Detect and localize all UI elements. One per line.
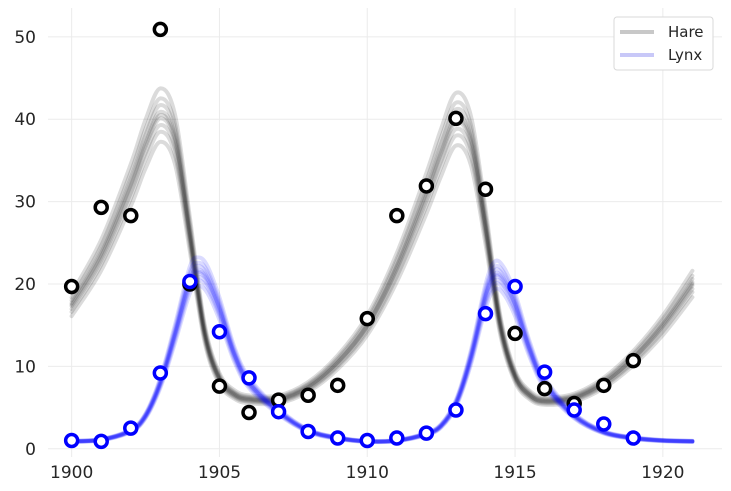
x-tick-label-1905: 1905 [198,463,241,483]
hare-point [507,325,523,342]
lynx-point [596,416,612,432]
hare-point [477,181,494,197]
lynx-point [448,402,464,418]
y-axis-ticks: 0 10 20 30 40 50 [14,28,36,460]
hare-point [448,110,464,127]
observed-points [63,21,642,450]
hare-fit-line [69,129,695,406]
hare-point [300,387,316,403]
lynx-point [182,273,198,290]
lynx-point [536,364,553,380]
lynx-point [359,432,376,449]
hare-fit-line [69,139,695,407]
lynx-point [270,403,287,420]
lynx-point [93,433,109,450]
hare-point [389,207,405,224]
hare-fit-line [69,109,695,403]
lynx-point [507,278,523,295]
x-axis-ticks: 1900 1905 1910 1915 1920 [50,463,684,483]
y-tick-label-0: 0 [25,440,36,460]
hare-point [625,352,642,369]
lynx-point [152,365,169,381]
lynx-point [211,324,228,340]
hare-point [93,199,109,216]
hare-point [241,404,257,421]
hare-point [536,380,553,397]
lynx-point [123,420,139,436]
x-tick-label-1915: 1915 [493,463,536,483]
x-tick-label-1910: 1910 [346,463,389,483]
hare-fit-line [69,86,695,400]
hare-fit-line [69,96,695,401]
hare-point [123,207,139,224]
x-tick-label-1900: 1900 [50,463,93,483]
lynx-point [389,430,405,446]
lynx-point [566,402,582,418]
grid [48,8,722,457]
lynx-point [625,430,642,446]
lynx-point [418,425,435,441]
hare-point [329,377,346,394]
legend-label-lynx: Lynx [668,46,702,64]
lynx-point [329,430,346,446]
lynx-point [241,370,257,386]
lynx-fit-line [69,271,695,444]
lynx-point [477,305,494,322]
y-tick-label-40: 40 [14,110,36,130]
hare-point [63,278,80,295]
legend: Hare Lynx [613,16,714,71]
y-tick-label-10: 10 [14,357,36,377]
lynx-point [63,432,80,449]
hare-point [418,178,435,194]
hare-fit-line [69,103,695,402]
hare-fit-line [69,116,695,404]
hare-point [211,378,228,394]
legend-label-hare: Hare [668,23,704,41]
hare-point [359,310,376,327]
lynx-point [300,423,316,440]
x-tick-label-1920: 1920 [641,463,684,483]
lynx-fit-line [69,269,695,444]
hare-fit-line [69,113,695,404]
hare-fit-line [69,123,695,405]
y-tick-label-30: 30 [14,193,36,213]
y-tick-label-50: 50 [14,28,36,48]
hare-point [152,21,169,38]
y-tick-label-20: 20 [14,275,36,295]
hare-point [596,377,612,394]
